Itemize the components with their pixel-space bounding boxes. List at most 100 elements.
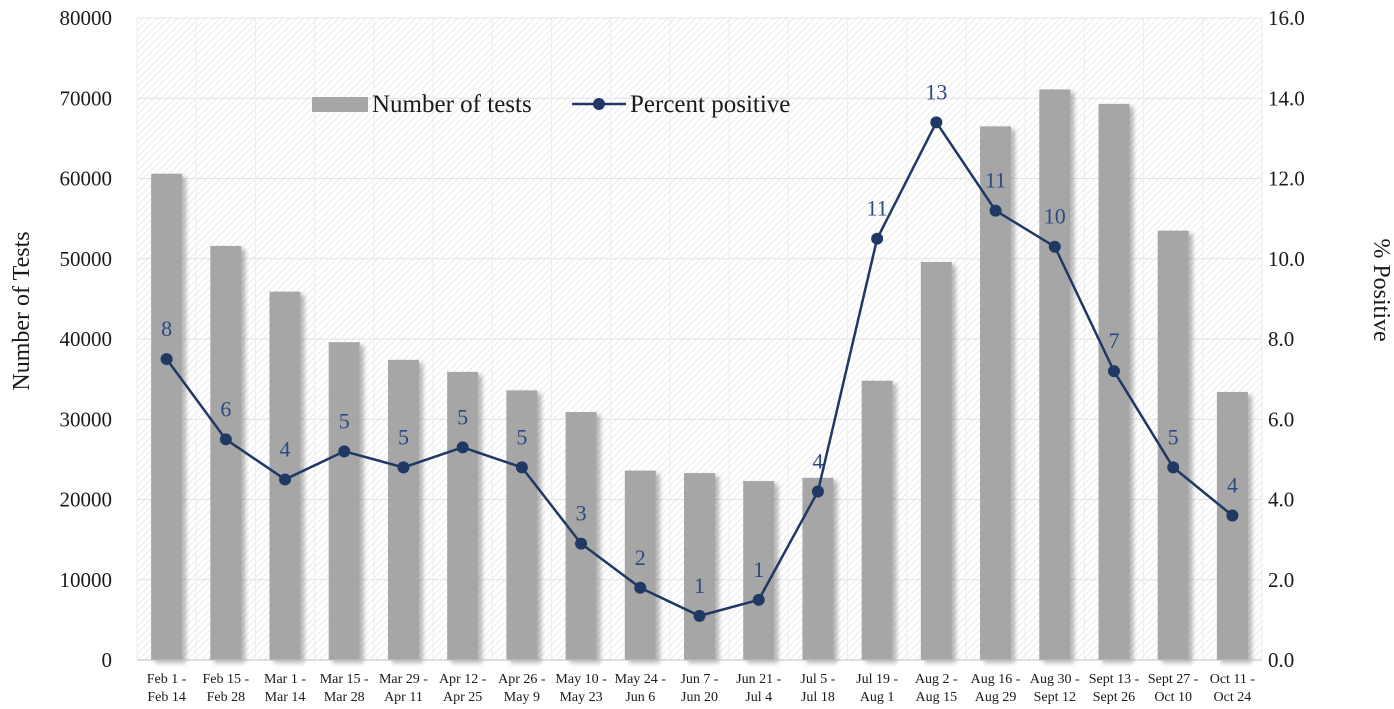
- right-tick-label: 6.0: [1268, 407, 1294, 431]
- left-tick-label: 80000: [60, 6, 113, 30]
- category-label: Jun 7 -Jun 20: [680, 672, 718, 705]
- category-label: Feb 15 -Feb 28: [202, 672, 249, 705]
- left-tick-label: 70000: [60, 86, 113, 110]
- line-marker: [1226, 509, 1239, 522]
- category-label: Sept 27 -Oct 10: [1148, 672, 1199, 705]
- right-tick-label: 16.0: [1268, 6, 1305, 30]
- data-label: 11: [867, 196, 888, 221]
- bar: [1098, 103, 1130, 661]
- data-label: 8: [161, 316, 172, 341]
- line-marker: [219, 433, 232, 446]
- left-tick-label: 0: [102, 648, 113, 672]
- category-label: Aug 2 -Aug 15: [915, 672, 958, 705]
- bar: [565, 412, 597, 660]
- data-label: 5: [457, 404, 468, 429]
- bar: [624, 470, 656, 660]
- line-marker: [871, 232, 884, 245]
- legend: Number of tests Percent positive: [312, 91, 790, 118]
- category-label: Aug 16 -Aug 29: [971, 672, 1021, 705]
- category-label: Feb 1 -Feb 14: [147, 672, 187, 705]
- data-label: 7: [1108, 328, 1119, 353]
- data-label: 4: [812, 448, 823, 473]
- right-tick-label: 12.0: [1268, 167, 1305, 191]
- category-label: Mar 29 -Apr 11: [379, 672, 428, 705]
- bar-series-number-of-tests: [151, 89, 1248, 661]
- bar: [684, 473, 715, 660]
- line-marker: [989, 204, 1002, 217]
- line-marker: [930, 116, 943, 129]
- line-marker: [160, 353, 173, 366]
- category-label: Mar 1 -Mar 14: [264, 672, 306, 705]
- data-label: 10: [1044, 204, 1066, 229]
- legend-label-percent-positive: Percent positive: [630, 91, 790, 118]
- line-marker: [397, 461, 410, 474]
- data-label: 4: [280, 436, 291, 461]
- data-label: 5: [1168, 424, 1179, 449]
- data-label: 2: [635, 545, 646, 570]
- data-label: 5: [339, 408, 350, 433]
- bar: [210, 245, 242, 660]
- left-axis-title: Number of Tests: [9, 231, 35, 390]
- category-label: Jul 19 -Aug 1: [856, 672, 898, 705]
- data-label: 5: [398, 424, 409, 449]
- gridlines: [136, 17, 1263, 660]
- left-tick-label: 60000: [60, 167, 113, 191]
- category-label: Apr 12 -Apr 25: [439, 672, 487, 705]
- data-label: 1: [694, 573, 705, 598]
- bar: [506, 390, 538, 660]
- right-tick-label: 8.0: [1268, 327, 1294, 351]
- left-tick-label: 50000: [60, 247, 113, 271]
- category-label: Aug 30 -Sept 12: [1030, 672, 1080, 705]
- left-axis-ticks: 0 10000 20000 30000 40000 50000 60000 70000 8000…: [60, 6, 113, 672]
- data-label: 13: [925, 79, 947, 104]
- line-marker: [752, 593, 765, 606]
- line-marker: [634, 581, 647, 594]
- left-tick-label: 40000: [60, 327, 113, 351]
- line-marker: [1107, 365, 1120, 378]
- line-marker: [1167, 461, 1180, 474]
- bar: [328, 342, 360, 660]
- category-label: Apr 26 -May 9: [498, 672, 546, 705]
- line-marker: [1048, 240, 1061, 253]
- line-marker: [693, 609, 706, 622]
- right-axis-ticks: 0.0 2.0 4.0 6.0 8.0 10.0 12.0 14.0 16.0: [1268, 6, 1305, 672]
- category-label: May 10 -May 23: [555, 672, 607, 705]
- category-axis-labels: Feb 1 -Feb 14 Feb 15 -Feb 28 Mar 1 -Mar 14…: [147, 672, 1256, 705]
- line-marker: [279, 473, 292, 486]
- line-marker: [515, 461, 528, 474]
- bar: [743, 481, 775, 660]
- data-label: 3: [576, 501, 587, 526]
- data-label: 6: [220, 396, 231, 421]
- line-marker: [575, 537, 588, 550]
- bar: [387, 359, 419, 660]
- category-label: Sept 13 -Sept 26: [1089, 672, 1140, 705]
- legend-swatch-percent-positive-marker: [593, 98, 605, 110]
- bar: [1039, 89, 1071, 661]
- category-label: Oct 11 -Oct 24: [1210, 672, 1256, 705]
- right-tick-label: 0.0: [1268, 648, 1294, 672]
- bar: [861, 380, 893, 660]
- left-tick-label: 10000: [60, 568, 113, 592]
- legend-label-number-of-tests: Number of tests: [372, 91, 532, 118]
- data-label: 4: [1227, 473, 1238, 498]
- bar: [802, 477, 834, 660]
- legend-swatch-number-of-tests: [312, 97, 368, 112]
- data-label: 5: [516, 424, 527, 449]
- data-label: 11: [985, 168, 1006, 193]
- bar: [920, 261, 952, 660]
- bar: [151, 173, 183, 660]
- right-axis-title: % Positive: [1368, 238, 1394, 341]
- line-marker: [338, 445, 351, 458]
- left-tick-label: 20000: [60, 488, 113, 512]
- bar: [1216, 391, 1248, 660]
- right-tick-label: 4.0: [1268, 488, 1294, 512]
- line-marker: [456, 441, 469, 454]
- category-label: Mar 15 -Mar 28: [320, 672, 369, 705]
- category-label: Jun 21 -Jul 4: [736, 672, 781, 705]
- bar: [447, 371, 479, 660]
- right-tick-label: 2.0: [1268, 568, 1294, 592]
- line-marker: [811, 485, 824, 498]
- right-tick-label: 14.0: [1268, 86, 1305, 110]
